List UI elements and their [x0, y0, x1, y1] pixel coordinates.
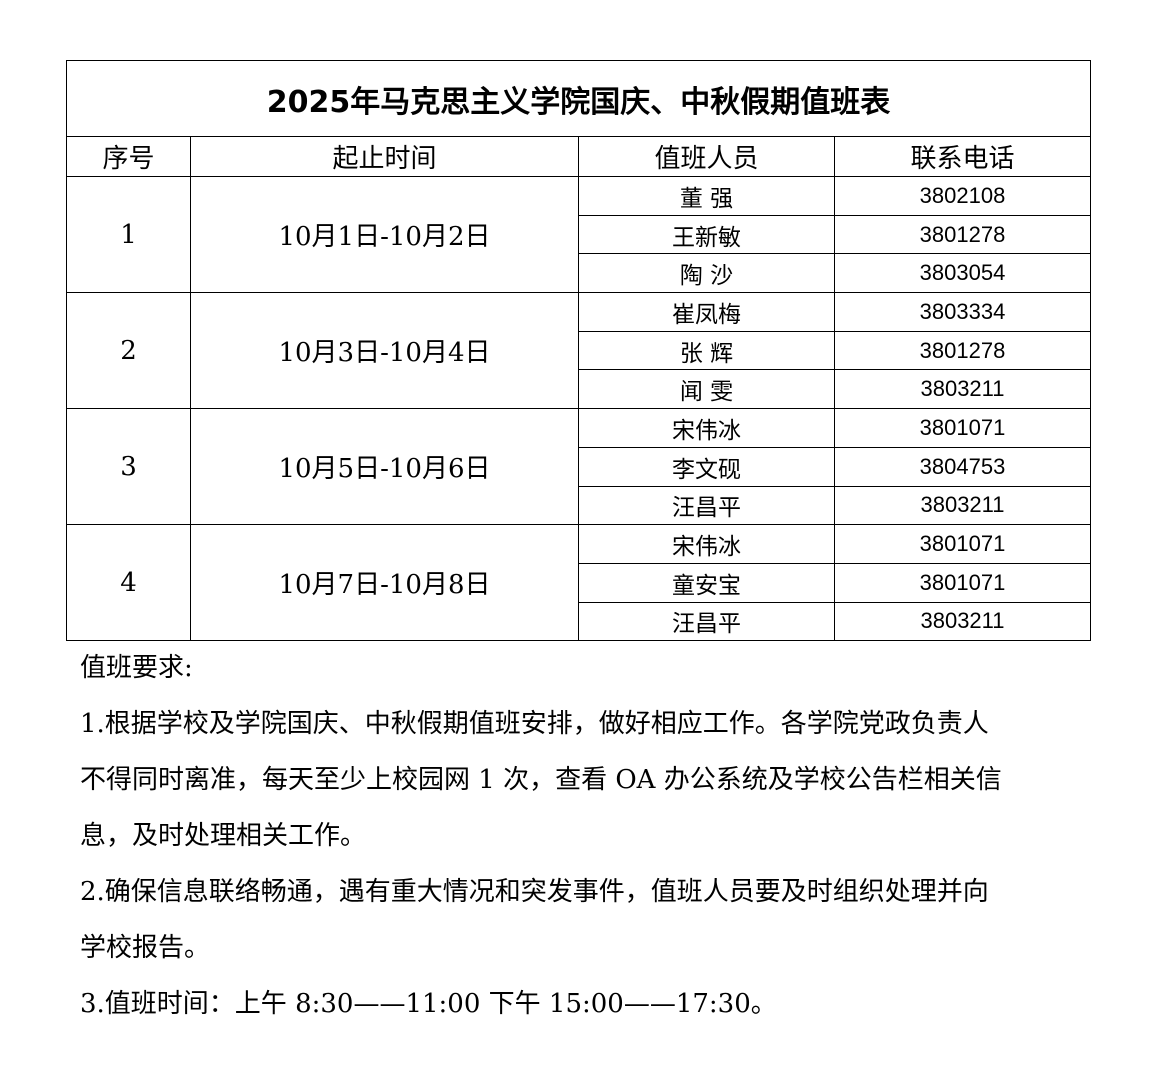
table-title: 2025年马克思主义学院国庆、中秋假期值班表 [66, 60, 1091, 137]
duty-schedule-table: 2025年马克思主义学院国庆、中秋假期值班表 序号 起止时间 值班人员 联系电话… [66, 60, 1091, 642]
notes-line: 3.值班时间：上午 8:30——11:00 下午 15:00——17:30。 [80, 989, 777, 1019]
staff-name: 张 辉 [578, 330, 835, 371]
row-number: 1 [66, 175, 191, 294]
header-phone: 联系电话 [834, 136, 1091, 177]
row-number: 2 [66, 292, 191, 410]
staff-phone: 3803211 [834, 601, 1091, 642]
staff-phone: 3802108 [834, 176, 1091, 216]
duty-requirements: 值班要求: 1.根据学校及学院国庆、中秋假期值班安排，做好相应工作。各学院党政负… [80, 640, 1090, 1032]
row-period: 10月5日-10月6日 [190, 408, 579, 526]
table-row: 3 10月5日-10月6日 宋伟冰 3801071 [66, 408, 1091, 526]
staff-phone: 3803211 [834, 485, 1091, 526]
staff-name: 汪昌平 [578, 601, 835, 642]
table-row: 1 10月1日-10月2日董 强 3802108 [66, 175, 1091, 294]
staff-phone: 3804753 [834, 446, 1091, 487]
row-period: 10月3日-10月4日 [190, 292, 579, 410]
staff-name: 王新敏 [578, 214, 835, 255]
staff-phone: 3801071 [834, 408, 1091, 448]
staff-phone: 3803054 [834, 253, 1091, 294]
row-number: 4 [66, 524, 191, 642]
staff-phone: 3803334 [834, 292, 1091, 332]
staff-name: 崔凤梅 [578, 292, 835, 332]
staff-phone: 3801278 [834, 214, 1091, 255]
staff-name: 董 强 [578, 176, 835, 216]
table-row: 2 10月3日-10月4日 崔凤梅 3803334 [66, 292, 1091, 410]
row-period: 10月7日-10月8日 [190, 524, 579, 642]
staff-name: 童安宝 [578, 562, 835, 603]
notes-line: 息，及时处理相关工作。 [80, 821, 367, 851]
staff-name: 李文砚 [578, 446, 835, 487]
staff-phone: 3801071 [834, 562, 1091, 603]
staff-name: 宋伟冰 [578, 524, 835, 564]
notes-heading: 值班要求: [80, 653, 193, 683]
staff-phone: 3801278 [834, 330, 1091, 371]
table-row: 4 10月7日-10月8日 宋伟冰 3801071 [66, 524, 1091, 642]
staff-name: 陶 沙 [578, 253, 835, 294]
table-row: 汪昌平 3803211 [67, 601, 1091, 642]
notes-line: 2.确保信息联络畅通，遇有重大情况和突发事件，值班人员要及时组织处理并向 [80, 877, 989, 907]
table-row: 汪昌平 3803211 [67, 485, 1091, 526]
notes-line: 不得同时离准，每天至少上校园网 1 次，查看 OA 办公系统及学校公告栏相关信 [80, 765, 1002, 795]
notes-line: 学校报告。 [80, 933, 211, 963]
staff-name: 汪昌平 [578, 485, 835, 526]
staff-phone: 3801071 [834, 524, 1091, 564]
staff-name: 宋伟冰 [578, 408, 835, 448]
header-period: 起止时间 [190, 136, 579, 177]
table-row: 王新敏 3801278 [67, 214, 1091, 255]
table-row: 李文砚 3804753 [67, 446, 1091, 487]
row-number: 3 [66, 408, 191, 526]
header-staff: 值班人员 [578, 136, 835, 177]
staff-phone: 3803211 [834, 369, 1091, 410]
header-no: 序号 [66, 136, 191, 177]
staff-name: 闻 雯 [578, 369, 835, 410]
row-period: 10月1日-10月2日 [190, 175, 579, 294]
table-row: 童安宝 3801071 [67, 562, 1091, 603]
notes-line: 1.根据学校及学院国庆、中秋假期值班安排，做好相应工作。各学院党政负责人 [80, 709, 989, 739]
